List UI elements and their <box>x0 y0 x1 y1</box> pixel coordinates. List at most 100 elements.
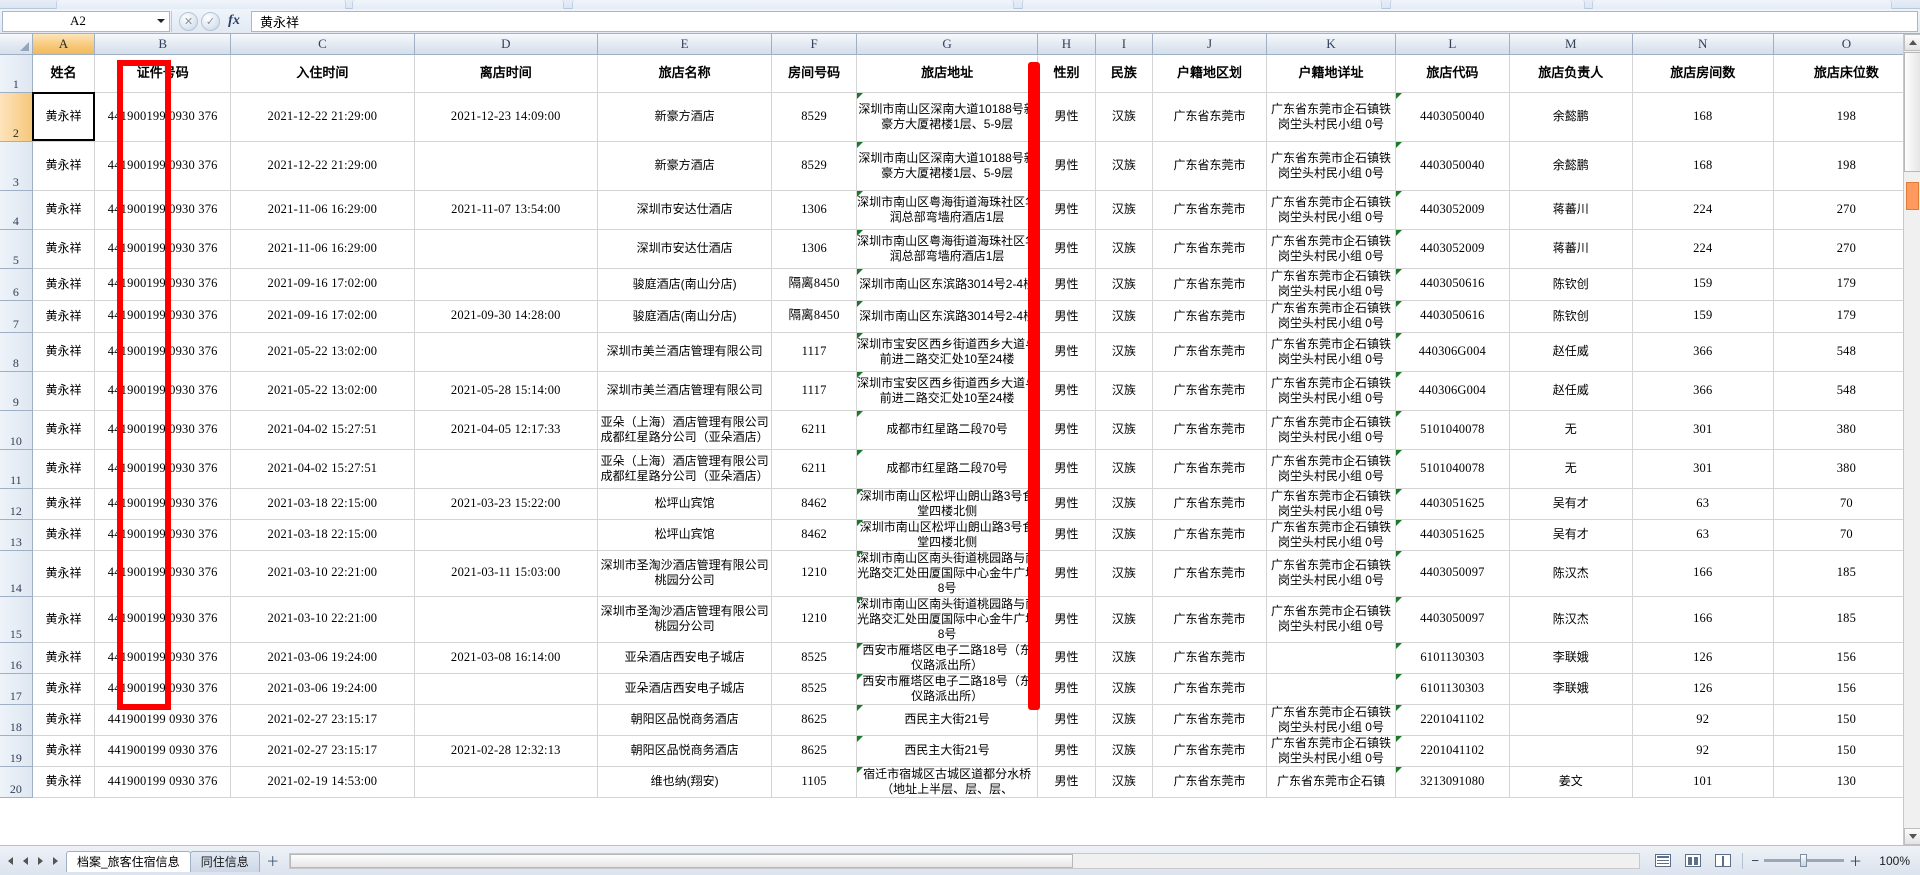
cell-L13[interactable]: 4403051625 <box>1395 519 1510 551</box>
cell-D14[interactable]: 2021-03-11 15:03:00 <box>414 550 598 597</box>
cell-G13[interactable]: 深圳市南山区松坪山朗山路3号食堂四楼北侧 <box>856 519 1039 551</box>
cell-B9[interactable]: 441900199 0930 376 <box>94 371 232 411</box>
cell-N20[interactable]: 101 <box>1632 766 1774 798</box>
cell-D18[interactable] <box>414 704 598 736</box>
column-title-f[interactable]: 房间号码 <box>771 54 857 93</box>
cell-K7[interactable]: 广东省东莞市企石镇铁岗坣头村民小组 0号 <box>1266 300 1396 333</box>
cell-E7[interactable]: 骏庭酒店(南山分店) <box>597 300 773 333</box>
cell-E12[interactable]: 松坪山宾馆 <box>597 488 773 520</box>
cell-M11[interactable]: 无 <box>1509 449 1633 489</box>
cell-C14[interactable]: 2021-03-10 22:21:00 <box>230 550 415 597</box>
cell-E2[interactable]: 新豪方酒店 <box>597 92 773 142</box>
cell-K4[interactable]: 广东省东莞市企石镇铁岗坣头村民小组 0号 <box>1266 190 1396 230</box>
scroll-up-arrow[interactable] <box>1904 34 1920 51</box>
cell-K16[interactable] <box>1266 642 1396 674</box>
cell-J14[interactable]: 广东省东莞市 <box>1152 550 1267 597</box>
row-header-4[interactable]: 4 <box>0 190 33 230</box>
cell-F2[interactable]: 8529 <box>771 92 857 142</box>
cell-K15[interactable]: 广东省东莞市企石镇铁岗坣头村民小组 0号 <box>1266 596 1396 643</box>
cell-F10[interactable]: 6211 <box>771 410 857 450</box>
cell-M18[interactable] <box>1509 704 1633 736</box>
cell-J7[interactable]: 广东省东莞市 <box>1152 300 1267 333</box>
cell-G7[interactable]: 深圳市南山区东滨路3014号2-4楼 <box>856 300 1039 333</box>
cell-G20[interactable]: 宿迁市宿城区古城区道都分水桥（地址上半层、层、层、 <box>856 766 1039 798</box>
cell-L19[interactable]: 2201041102 <box>1395 735 1510 767</box>
column-header-j[interactable]: J <box>1152 34 1267 55</box>
column-title-j[interactable]: 户籍地区划 <box>1152 54 1267 93</box>
cell-G18[interactable]: 西民主大街21号 <box>856 704 1039 736</box>
cell-K5[interactable]: 广东省东莞市企石镇铁岗坣头村民小组 0号 <box>1266 229 1396 269</box>
column-header-c[interactable]: C <box>230 34 415 55</box>
cell-F12[interactable]: 8462 <box>771 488 857 520</box>
column-title-d[interactable]: 离店时间 <box>414 54 598 93</box>
cell-J5[interactable]: 广东省东莞市 <box>1152 229 1267 269</box>
cell-A2[interactable]: 黄永祥 <box>32 92 96 142</box>
cell-A12[interactable]: 黄永祥 <box>32 488 96 520</box>
cell-M10[interactable]: 无 <box>1509 410 1633 450</box>
cell-J18[interactable]: 广东省东莞市 <box>1152 704 1267 736</box>
prev-sheet-icon[interactable] <box>19 854 32 867</box>
sheet-tab-0[interactable]: 档案_旅客住宿信息 <box>66 850 191 872</box>
cell-J16[interactable]: 广东省东莞市 <box>1152 642 1267 674</box>
cell-O19[interactable]: 150 <box>1773 735 1920 767</box>
cell-F18[interactable]: 8625 <box>771 704 857 736</box>
cell-E17[interactable]: 亚朵酒店西安电子城店 <box>597 673 773 705</box>
scroll-down-arrow[interactable] <box>1904 828 1920 845</box>
cell-J3[interactable]: 广东省东莞市 <box>1152 141 1267 191</box>
cell-M20[interactable]: 姜文 <box>1509 766 1633 798</box>
cell-E13[interactable]: 松坪山宾馆 <box>597 519 773 551</box>
cell-C5[interactable]: 2021-11-06 16:29:00 <box>230 229 415 269</box>
cell-C13[interactable]: 2021-03-18 22:15:00 <box>230 519 415 551</box>
column-header-e[interactable]: E <box>597 34 773 55</box>
cell-I18[interactable]: 汉族 <box>1095 704 1154 736</box>
cell-L18[interactable]: 2201041102 <box>1395 704 1510 736</box>
cell-H10[interactable]: 男性 <box>1037 410 1096 450</box>
column-title-m[interactable]: 旅店负责人 <box>1509 54 1633 93</box>
cell-N6[interactable]: 159 <box>1632 268 1774 301</box>
cell-G3[interactable]: 深圳市南山区深南大道10188号新豪方大厦裙楼1层、5-9层 <box>856 141 1039 191</box>
cell-J4[interactable]: 广东省东莞市 <box>1152 190 1267 230</box>
cell-G5[interactable]: 深圳市南山区粤海街道海珠社区华润总部弯墙府酒店1层 <box>856 229 1039 269</box>
cell-L5[interactable]: 4403052009 <box>1395 229 1510 269</box>
cell-C3[interactable]: 2021-12-22 21:29:00 <box>230 141 415 191</box>
cell-O4[interactable]: 270 <box>1773 190 1920 230</box>
cell-C18[interactable]: 2021-02-27 23:15:17 <box>230 704 415 736</box>
cell-H8[interactable]: 男性 <box>1037 332 1096 372</box>
cell-O10[interactable]: 380 <box>1773 410 1920 450</box>
cell-C4[interactable]: 2021-11-06 16:29:00 <box>230 190 415 230</box>
row-header-17[interactable]: 17 <box>0 673 33 705</box>
cell-G16[interactable]: 西安市雁塔区电子二路18号（东仪路派出所） <box>856 642 1039 674</box>
cell-O20[interactable]: 130 <box>1773 766 1920 798</box>
cell-C20[interactable]: 2021-02-19 14:53:00 <box>230 766 415 798</box>
cell-K2[interactable]: 广东省东莞市企石镇铁岗坣头村民小组 0号 <box>1266 92 1396 142</box>
cell-H11[interactable]: 男性 <box>1037 449 1096 489</box>
cell-C12[interactable]: 2021-03-18 22:15:00 <box>230 488 415 520</box>
cell-I17[interactable]: 汉族 <box>1095 673 1154 705</box>
cell-C11[interactable]: 2021-04-02 15:27:51 <box>230 449 415 489</box>
row-header-19[interactable]: 19 <box>0 735 33 767</box>
cell-M13[interactable]: 吴有才 <box>1509 519 1633 551</box>
row-header-1[interactable]: 1 <box>0 54 33 93</box>
column-header-f[interactable]: F <box>771 34 857 55</box>
cell-N12[interactable]: 63 <box>1632 488 1774 520</box>
chevron-down-icon[interactable] <box>153 12 169 31</box>
cell-E9[interactable]: 深圳市美兰酒店管理有限公司 <box>597 371 773 411</box>
cell-C16[interactable]: 2021-03-06 19:24:00 <box>230 642 415 674</box>
name-box[interactable]: A2 <box>2 10 170 32</box>
cell-N19[interactable]: 92 <box>1632 735 1774 767</box>
cell-M5[interactable]: 蒋蕃川 <box>1509 229 1633 269</box>
cell-O15[interactable]: 185 <box>1773 596 1920 643</box>
cell-B16[interactable]: 441900199 0930 376 <box>94 642 232 674</box>
cell-A9[interactable]: 黄永祥 <box>32 371 96 411</box>
cell-H13[interactable]: 男性 <box>1037 519 1096 551</box>
cell-I10[interactable]: 汉族 <box>1095 410 1154 450</box>
cell-O14[interactable]: 185 <box>1773 550 1920 597</box>
cell-K10[interactable]: 广东省东莞市企石镇铁岗坣头村民小组 0号 <box>1266 410 1396 450</box>
enter-check-icon[interactable]: ✓ <box>201 11 220 31</box>
cell-F3[interactable]: 8529 <box>771 141 857 191</box>
cell-G11[interactable]: 成都市红星路二段70号 <box>856 449 1039 489</box>
cell-J17[interactable]: 广东省东莞市 <box>1152 673 1267 705</box>
select-all-corner[interactable] <box>0 34 33 55</box>
cell-G8[interactable]: 深圳市宝安区西乡街道西乡大道与前进二路交汇处10至24楼 <box>856 332 1039 372</box>
